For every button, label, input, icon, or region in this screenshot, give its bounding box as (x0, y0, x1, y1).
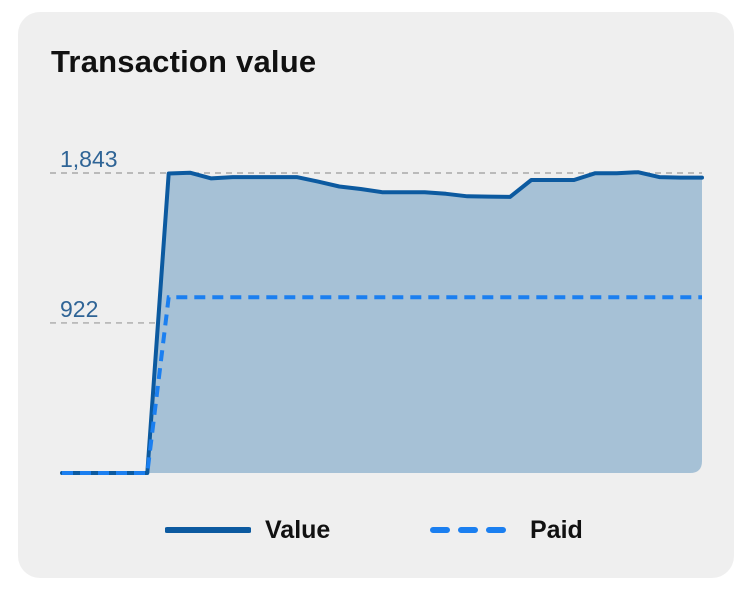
chart-title: Transaction value (51, 44, 317, 79)
series-lines (60, 170, 704, 475)
series-line-value (60, 170, 704, 475)
y-tick-label: 1,843 (60, 146, 118, 172)
area-fill-value (62, 172, 702, 473)
y-tick-labels: 1,843 922 (60, 146, 118, 322)
legend-item-value: Value (165, 502, 330, 558)
legend-label-paid: Paid (530, 515, 583, 544)
legend-item-paid: Paid (430, 502, 583, 558)
chart-legend: Value Paid (0, 502, 752, 562)
series-areas (62, 172, 702, 473)
y-tick-label: 922 (60, 296, 98, 322)
legend-swatch-value (165, 527, 251, 533)
series-line-paid (62, 295, 702, 475)
legend-label-value: Value (265, 515, 331, 544)
legend-swatch-paid (430, 527, 516, 533)
